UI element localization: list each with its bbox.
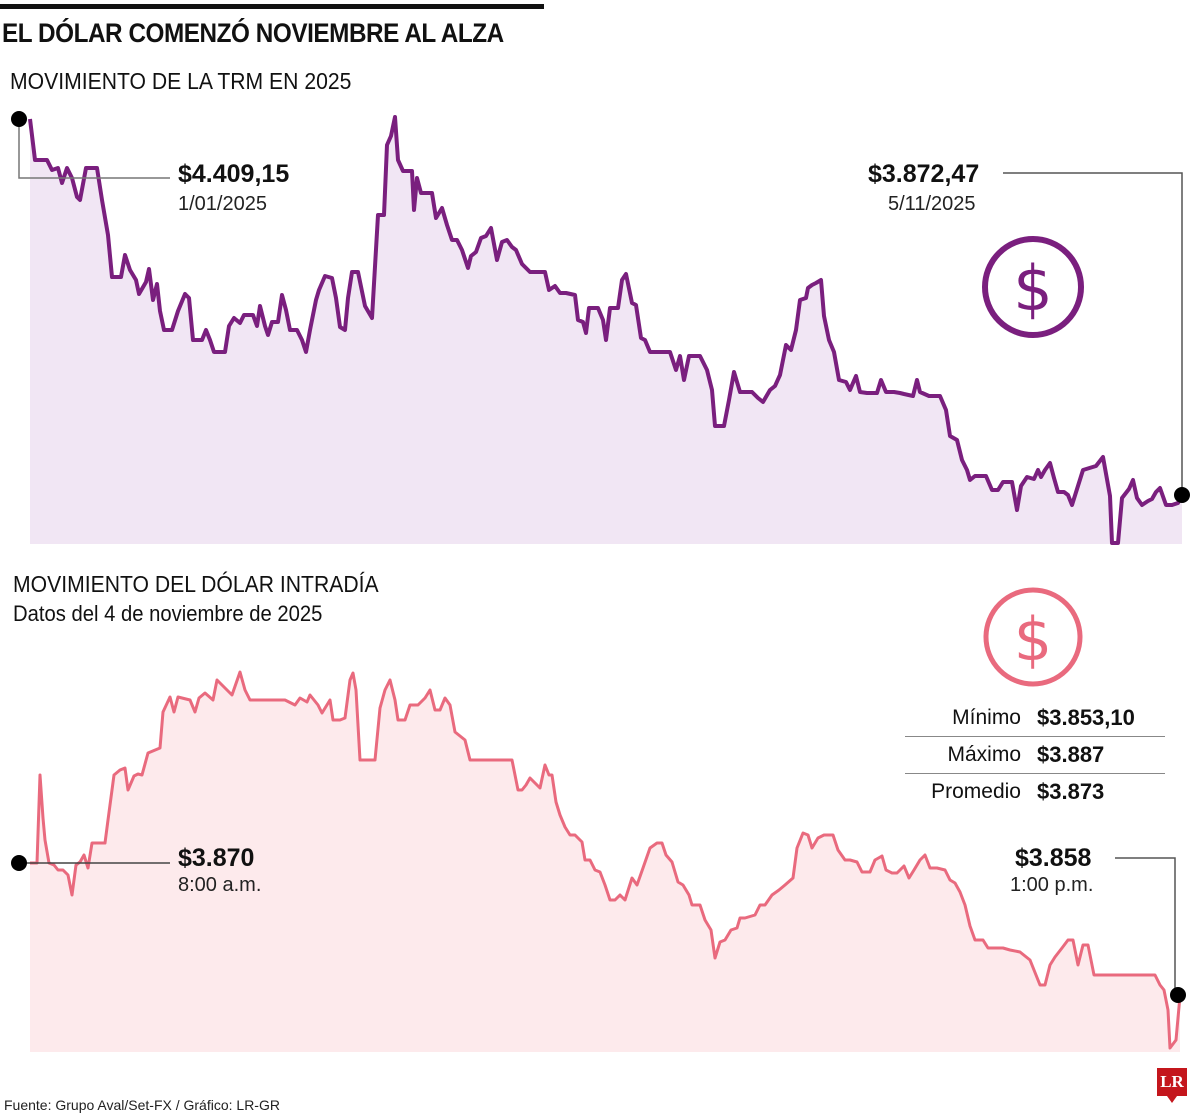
trm-end-dot	[1174, 487, 1190, 503]
intraday-end-leader	[1115, 857, 1176, 995]
trm-end-leader	[1003, 172, 1183, 495]
trm-end-value: $3.872,47	[868, 160, 980, 188]
intraday-chart-title: MOVIMIENTO DEL DÓLAR INTRADÍA	[13, 571, 379, 597]
intraday-dollar-icon: $	[983, 587, 1083, 687]
intraday-end-value: $3.858	[1015, 844, 1092, 872]
stat-label: Mínimo	[952, 706, 1021, 729]
intraday-line	[30, 670, 1182, 1050]
trm-area	[30, 117, 1182, 544]
title-rule	[0, 4, 544, 9]
trm-start-dot	[11, 111, 27, 127]
intraday-start-dot	[11, 855, 27, 871]
stat-value: $3.873	[1037, 779, 1105, 804]
trm-chart-title: MOVIMIENTO DE LA TRM EN 2025	[10, 68, 352, 94]
intraday-start-value: $3.870	[178, 844, 255, 872]
intraday-end-time: 1:00 p.m.	[1010, 874, 1094, 896]
source-note: Fuente: Grupo Aval/Set-FX / Gráfico: LR-…	[4, 1097, 280, 1113]
trm-start-date: 1/01/2025	[178, 193, 267, 215]
lr-logo: LR	[1157, 1068, 1187, 1103]
trm-start-value: $4.409,15	[178, 160, 290, 188]
trm-start-leader	[18, 119, 170, 179]
stat-value: $3.887	[1037, 742, 1105, 767]
intraday-chart-subtitle: Datos del 4 de noviembre de 2025	[13, 601, 323, 626]
intraday-end-dot	[1170, 987, 1186, 1003]
trm-dollar-icon: $	[982, 236, 1084, 338]
stat-row-min: Mínimo $3.853,10	[905, 700, 1165, 737]
trm-end-date: 5/11/2025	[888, 193, 976, 215]
stat-label: Máximo	[947, 743, 1021, 766]
trm-line	[28, 115, 1184, 545]
svg-text:$: $	[1014, 605, 1052, 675]
stat-row-avg: Promedio $3.873	[905, 774, 1165, 810]
stat-value: $3.853,10	[1037, 705, 1135, 730]
intraday-area	[30, 672, 1180, 1052]
svg-text:$: $	[1013, 252, 1052, 325]
intraday-stats-table: Mínimo $3.853,10 Máximo $3.887 Promedio …	[905, 700, 1165, 810]
page-title: EL DÓLAR COMENZÓ NOVIEMBRE AL ALZA	[2, 18, 504, 48]
stat-label: Promedio	[931, 780, 1021, 803]
stat-row-max: Máximo $3.887	[905, 737, 1165, 774]
intraday-start-time: 8:00 a.m.	[178, 874, 262, 896]
